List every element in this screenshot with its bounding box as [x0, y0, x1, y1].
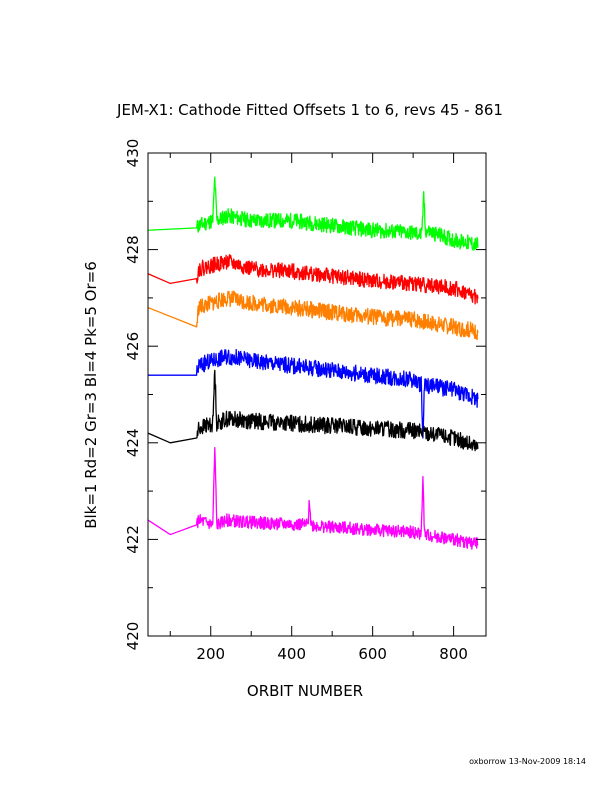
series-line-5	[147, 369, 479, 452]
series-line-3	[147, 290, 479, 341]
y-tick-label: 422	[124, 525, 142, 554]
y-tick-label: 424	[124, 428, 142, 457]
y-axis-label: Blk=1 Rd=2 Gr=3 Bl=4 Pk=5 Or=6	[82, 261, 100, 529]
chart-title: JEM-X1: Cathode Fitted Offsets 1 to 6, r…	[116, 101, 503, 119]
series-line-4	[148, 348, 479, 439]
x-axis-label: ORBIT NUMBER	[247, 682, 363, 700]
x-tick-label: 800	[439, 645, 468, 663]
series-line-2	[147, 254, 479, 305]
series-layer	[147, 176, 479, 550]
y-tick-label: 426	[124, 332, 142, 361]
series-line-1	[147, 176, 479, 251]
y-tick-label: 428	[124, 235, 142, 264]
series-line-6	[147, 446, 479, 550]
x-tick-label: 600	[358, 645, 387, 663]
y-tick-label: 420	[124, 622, 142, 651]
axis-layer: 200 400 600 800 420 422 424 426 428 430	[124, 139, 487, 663]
x-tick-label: 400	[277, 645, 306, 663]
y-tick-label: 430	[124, 139, 142, 168]
x-tick-label: 200	[196, 645, 225, 663]
footer-timestamp: oxborrow 13-Nov-2009 18:14	[469, 757, 586, 766]
